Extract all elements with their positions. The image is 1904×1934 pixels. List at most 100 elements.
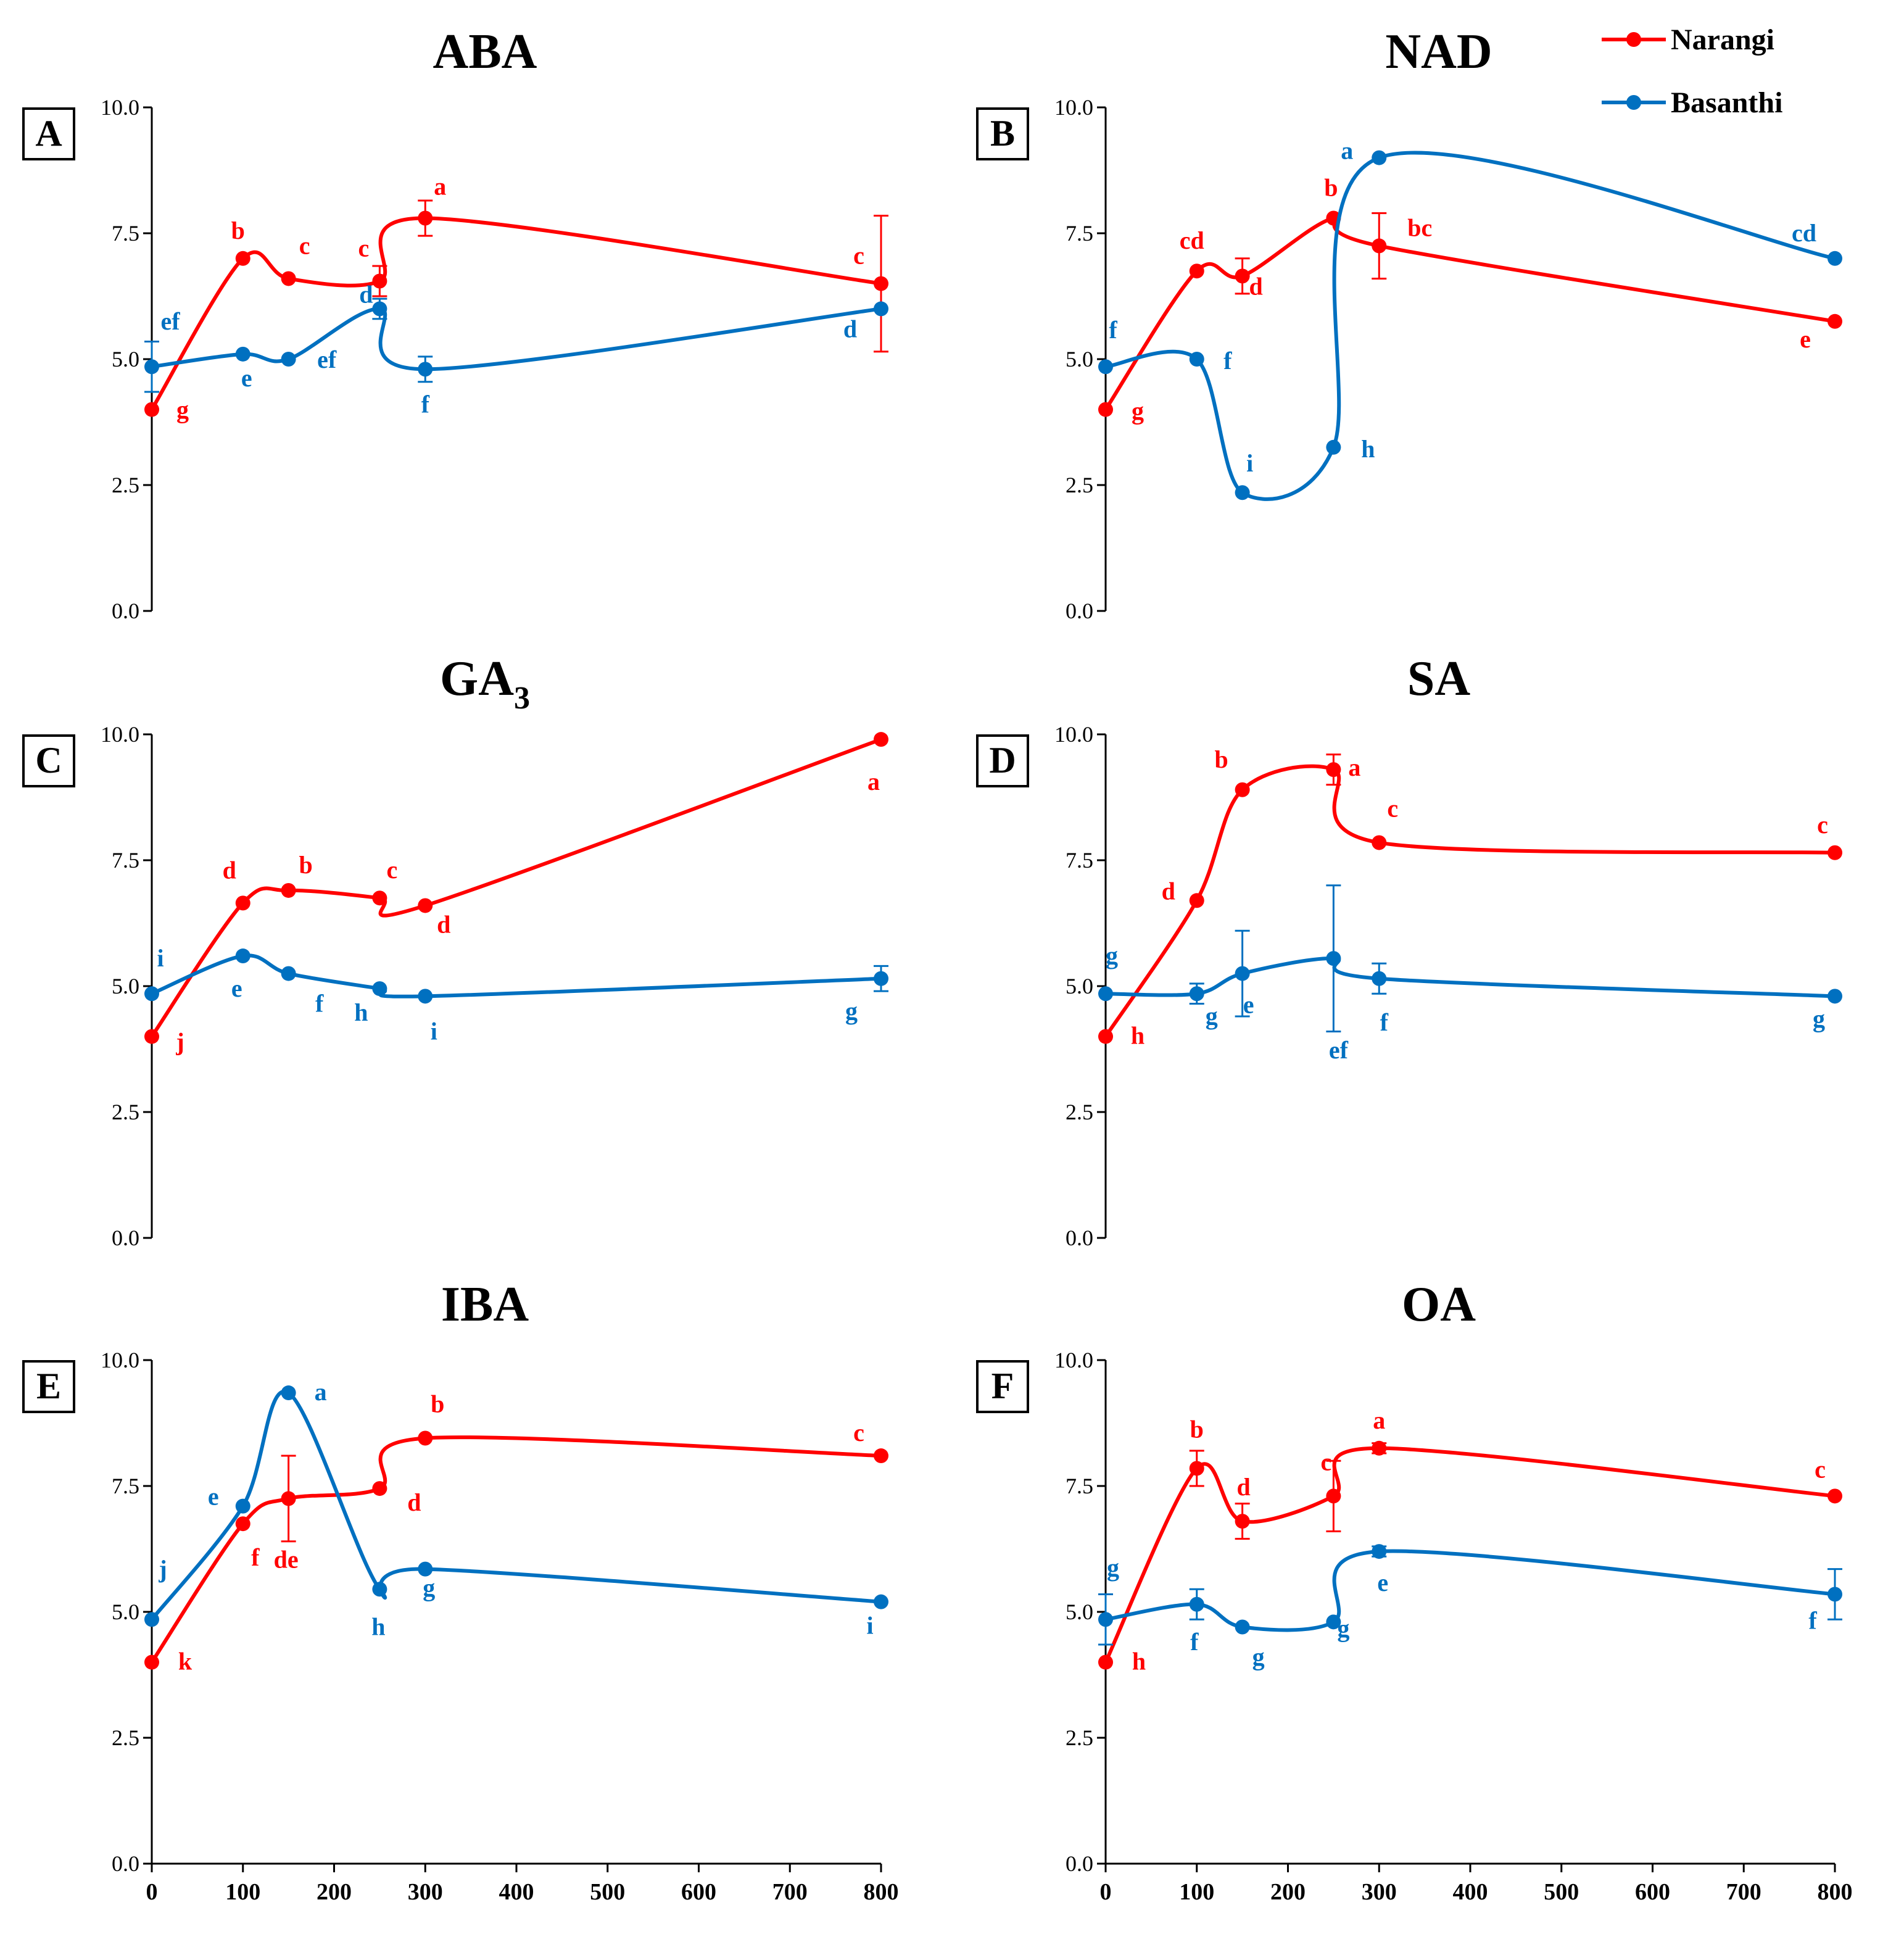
significance-letter: f (421, 390, 430, 418)
data-point (1189, 264, 1204, 279)
data-point (874, 301, 888, 317)
panel-label: C (35, 740, 62, 781)
significance-letter: g (1813, 1005, 1825, 1032)
panel-label: B (990, 113, 1015, 154)
significance-letter: f (1109, 316, 1117, 344)
data-point (281, 1491, 296, 1506)
significance-letter: f (1223, 347, 1232, 375)
significance-letter: d (359, 280, 373, 308)
y-tick-label: 0.0 (112, 1851, 139, 1876)
series-line (150, 216, 882, 411)
x-tick-label: 500 (590, 1879, 625, 1905)
data-point (1372, 1544, 1387, 1559)
data-point (235, 1498, 250, 1514)
data-point (1098, 1612, 1113, 1627)
legend: Narangi Basanthi (1602, 23, 1782, 119)
panel-title: IBA (441, 1277, 529, 1332)
x-tick-label: 0 (146, 1879, 158, 1905)
legend-entry-narangi: Narangi (1602, 23, 1774, 56)
y-tick-label: 2.5 (1066, 473, 1093, 497)
significance-letter: e (231, 974, 242, 1002)
series-basanthi: i e f h i g (144, 944, 888, 1045)
significance-letter: de (274, 1545, 299, 1573)
data-point (144, 402, 159, 417)
x-tick-label: 100 (225, 1879, 260, 1905)
data-point (1189, 1596, 1204, 1612)
panel-label: F (991, 1366, 1014, 1406)
series-basanthi: ef e ef d f d (144, 280, 888, 418)
significance-letter: c (386, 856, 397, 884)
y-tick-label: 0.0 (1066, 1851, 1093, 1876)
significance-letter: b (1190, 1415, 1204, 1443)
series-line (1104, 764, 1836, 1038)
y-tick-label: 2.5 (1066, 1725, 1093, 1750)
panel-b: NAD B 0.0 2.5 5.0 7.5 10.0 g cd d b bc e f f i h a cd (976, 25, 1842, 623)
panel-label-box (22, 734, 75, 787)
significance-letter: c (853, 242, 864, 270)
data-point (1098, 986, 1113, 1002)
data-point (1372, 238, 1387, 254)
panel-a: ABA A 0.0 2.5 5.0 7.5 10.0 g b c c a c ef e ef d f d (22, 25, 888, 623)
data-point (1098, 359, 1113, 375)
x-tick-label: 500 (1544, 1879, 1579, 1905)
y-tick-label: 7.5 (1066, 848, 1093, 873)
data-point (1189, 986, 1204, 1002)
data-point (1189, 1461, 1204, 1476)
y-tick-label: 5.0 (112, 1600, 139, 1624)
series-line (1105, 957, 1836, 998)
significance-letter: g (176, 396, 189, 424)
panel-title: OA (1402, 1277, 1476, 1332)
data-point (372, 981, 387, 997)
y-tick-label: 5.0 (1066, 1600, 1093, 1624)
series-line (1105, 151, 1836, 501)
x-tick-label: 100 (1179, 1879, 1214, 1905)
series-narangi: g cd d b bc e (1098, 174, 1842, 425)
significance-letter: h (371, 1612, 385, 1640)
significance-letter: h (1131, 1022, 1144, 1050)
series-line (151, 307, 882, 371)
x-tick-label: 700 (1726, 1879, 1761, 1905)
significance-letter: b (431, 1390, 444, 1417)
significance-letter: a (1373, 1406, 1385, 1434)
significance-letter: cd (1180, 226, 1204, 254)
series-narangi: j d b c d a (144, 732, 888, 1056)
significance-letter: j (175, 1028, 184, 1056)
data-point (281, 966, 296, 981)
series-narangi: hdb acc (1098, 745, 1842, 1050)
data-point (1326, 439, 1341, 455)
significance-letter: g (1107, 1554, 1119, 1582)
significance-letter: e (1800, 325, 1811, 353)
significance-letter: d (843, 315, 857, 342)
data-point (144, 1612, 159, 1627)
significance-letter: f (1808, 1606, 1817, 1634)
data-point (1372, 150, 1387, 165)
data-point (144, 1029, 159, 1044)
panel-label-box (976, 734, 1029, 787)
x-tick-label: 800 (1818, 1879, 1853, 1905)
series-basanthi: f f i h a cd (1098, 137, 1842, 501)
data-point (1827, 845, 1842, 860)
series-narangi: k f de d b c (144, 1390, 888, 1675)
significance-letter: g (1252, 1643, 1265, 1670)
data-point (1235, 1514, 1250, 1529)
y-tick-label: 5.0 (112, 347, 139, 371)
panel-c: GA3 C 0.0 2.5 5.0 7.5 10.0 j d b c d a i e f h i g (22, 652, 888, 1250)
significance-letter: d (407, 1488, 421, 1516)
panel-title: ABA (433, 25, 537, 79)
series-line (1104, 215, 1836, 411)
y-tick-label: 0.0 (1066, 1226, 1093, 1250)
y-tick-label: 10.0 (101, 722, 139, 747)
data-point (281, 271, 296, 286)
significance-letter: j (158, 1555, 167, 1583)
series-narangi: h b d c a c (1098, 1406, 1842, 1675)
data-point (372, 273, 387, 289)
x-tick-label: 600 (1635, 1879, 1670, 1905)
significance-letter: b (231, 217, 245, 244)
panel-label: D (989, 740, 1016, 781)
significance-letter: c (1817, 811, 1828, 839)
data-point (1827, 989, 1842, 1004)
y-tick-label: 2.5 (112, 1725, 139, 1750)
significance-letter: g (1106, 942, 1118, 969)
